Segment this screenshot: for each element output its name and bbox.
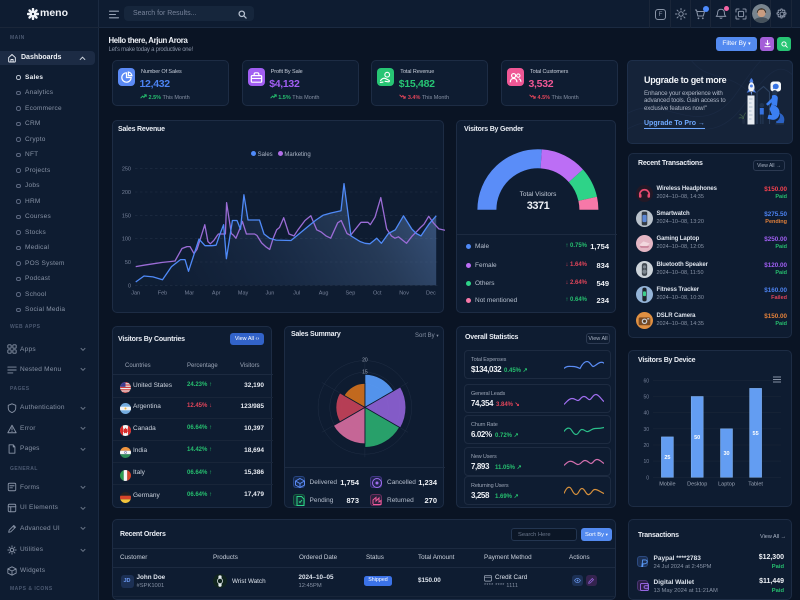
svg-text:Desktop: Desktop <box>687 482 707 488</box>
svg-text:Sep: Sep <box>346 291 356 297</box>
svg-text:100: 100 <box>122 237 131 243</box>
svg-text:Jul: Jul <box>293 291 300 297</box>
svg-text:Laptop: Laptop <box>718 482 735 488</box>
svg-text:20: 20 <box>643 443 649 449</box>
svg-text:Nov: Nov <box>399 291 409 297</box>
svg-text:150: 150 <box>122 213 131 219</box>
svg-text:20: 20 <box>362 358 368 364</box>
svg-text:10: 10 <box>643 459 649 465</box>
svg-text:Apr: Apr <box>212 291 221 297</box>
svg-text:200: 200 <box>122 190 131 196</box>
svg-text:50: 50 <box>643 395 649 401</box>
svg-text:250: 250 <box>122 167 131 173</box>
svg-text:25: 25 <box>664 455 670 461</box>
svg-text:Jan: Jan <box>131 291 140 297</box>
svg-text:50: 50 <box>125 260 131 266</box>
svg-text:0: 0 <box>646 475 649 481</box>
svg-text:30: 30 <box>723 451 729 457</box>
svg-text:Dec: Dec <box>426 291 436 297</box>
svg-text:Mobile: Mobile <box>659 482 675 488</box>
svg-text:40: 40 <box>643 411 649 417</box>
svg-text:Tablet: Tablet <box>748 482 763 488</box>
svg-text:May: May <box>238 291 249 297</box>
svg-text:15: 15 <box>362 369 368 375</box>
svg-text:Oct: Oct <box>373 291 382 297</box>
svg-text:Feb: Feb <box>158 291 167 297</box>
svg-text:60: 60 <box>643 378 649 384</box>
svg-text:55: 55 <box>753 431 759 437</box>
svg-text:30: 30 <box>643 427 649 433</box>
svg-text:Aug: Aug <box>319 291 329 297</box>
svg-text:0: 0 <box>128 283 131 289</box>
svg-text:Jun: Jun <box>265 291 274 297</box>
svg-text:50: 50 <box>694 435 700 441</box>
svg-text:Mar: Mar <box>185 291 195 297</box>
